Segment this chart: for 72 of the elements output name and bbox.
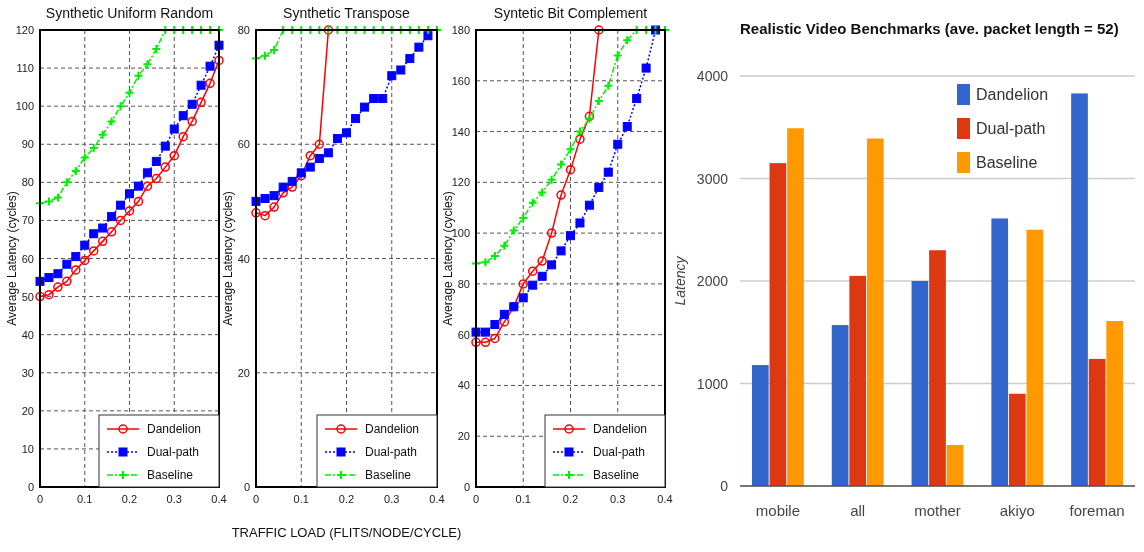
legend-label: Baseline: [976, 154, 1038, 171]
y-tick-label: 60: [237, 138, 250, 151]
y-tick-label: 60: [21, 252, 34, 265]
y-tick-label: 70: [21, 214, 34, 227]
y-tick-label: 100: [15, 100, 34, 113]
y-tick-label: 4000: [696, 68, 729, 84]
chart-title: Syntetic Bit Complement: [493, 5, 648, 21]
legend-label: Dual-path: [147, 445, 200, 459]
x-tick-label: mobile: [755, 502, 800, 519]
y-tick-label: 20: [237, 366, 250, 379]
x-tick-label: 0.4: [211, 493, 227, 505]
y-tick-label: 80: [21, 176, 34, 189]
y-tick-label: 40: [237, 252, 250, 265]
x-tick-label: foreman: [1069, 502, 1125, 519]
legend-label: Dandelion: [365, 422, 420, 436]
legend-label: Dandelion: [593, 422, 648, 436]
x-tick-label: 0.2: [121, 493, 138, 505]
x-tick-label: 0: [36, 493, 44, 505]
y-tick-label: 0: [27, 481, 34, 493]
x-tick-label: 0.4: [657, 493, 673, 505]
x-tick-label: 0.4: [429, 493, 445, 505]
y-tick-label: 140: [451, 125, 470, 138]
legend-label: Dandelion: [147, 422, 202, 436]
x-tick-label: mother: [914, 502, 961, 519]
y-tick-label: 0: [720, 478, 729, 494]
y-axis-title: Average Latency (cycles): [221, 191, 235, 326]
x-tick-label: 0.1: [77, 493, 93, 505]
y-axis-title: Average Latency (cycles): [5, 191, 19, 326]
y-tick-label: 0: [463, 481, 470, 493]
y-tick-label: 110: [16, 62, 34, 75]
y-tick-label: 180: [451, 24, 470, 36]
chart-title: Synthetic Uniform Random: [45, 5, 214, 21]
legend-label: Baseline: [593, 468, 640, 482]
chart-title: Synthetic Transpose: [283, 5, 411, 21]
x-tick-label: 0.2: [562, 493, 579, 505]
y-tick-label: 80: [237, 24, 250, 36]
y-tick-label: 20: [457, 430, 470, 443]
y-tick-label: 40: [457, 379, 470, 392]
x-tick-label: all: [850, 502, 866, 519]
y-tick-label: 30: [21, 366, 34, 379]
x-tick-label: 0: [472, 493, 480, 505]
legend-label: Dandelion: [976, 86, 1049, 103]
x-tick-label: 0.2: [338, 493, 355, 505]
x-tick-label: akiyo: [999, 502, 1035, 519]
legend-label: Baseline: [365, 468, 412, 482]
y-tick-label: 40: [21, 328, 34, 341]
x-tick-label: 0.3: [384, 493, 400, 505]
y-tick-label: 2000: [696, 273, 729, 289]
y-tick-label: 80: [457, 277, 470, 290]
x-axis-title: TRAFFIC LOAD (FLITS/NODE/CYCLE): [231, 525, 462, 540]
y-tick-label: 90: [21, 138, 34, 151]
legend-label: Baseline: [147, 468, 194, 482]
y-tick-label: 20: [21, 404, 34, 417]
x-tick-label: 0: [252, 493, 260, 505]
x-tick-label: 0.3: [166, 493, 182, 505]
y-tick-label: 120: [15, 24, 34, 36]
legend-label: Dual-path: [365, 445, 418, 459]
y-tick-label: 10: [21, 442, 34, 455]
y-tick-label: 120: [451, 176, 470, 189]
y-tick-label: 60: [457, 328, 470, 341]
y-tick-label: 1000: [696, 375, 729, 392]
y-tick-label: 160: [451, 74, 470, 87]
y-tick-label: 0: [243, 481, 250, 493]
y-tick-label: 50: [21, 290, 34, 303]
x-tick-label: 0.1: [293, 493, 309, 505]
x-tick-label: 0.1: [515, 493, 531, 505]
y-tick-label: 3000: [696, 170, 729, 187]
legend-label: Dual-path: [593, 445, 646, 459]
legend-label: Dual-path: [976, 120, 1046, 137]
x-tick-label: 0.3: [610, 493, 626, 505]
y-axis-title: Latency: [672, 255, 688, 306]
chart-title: Realistic Video Benchmarks (ave. packet length = 52): [740, 20, 1119, 37]
